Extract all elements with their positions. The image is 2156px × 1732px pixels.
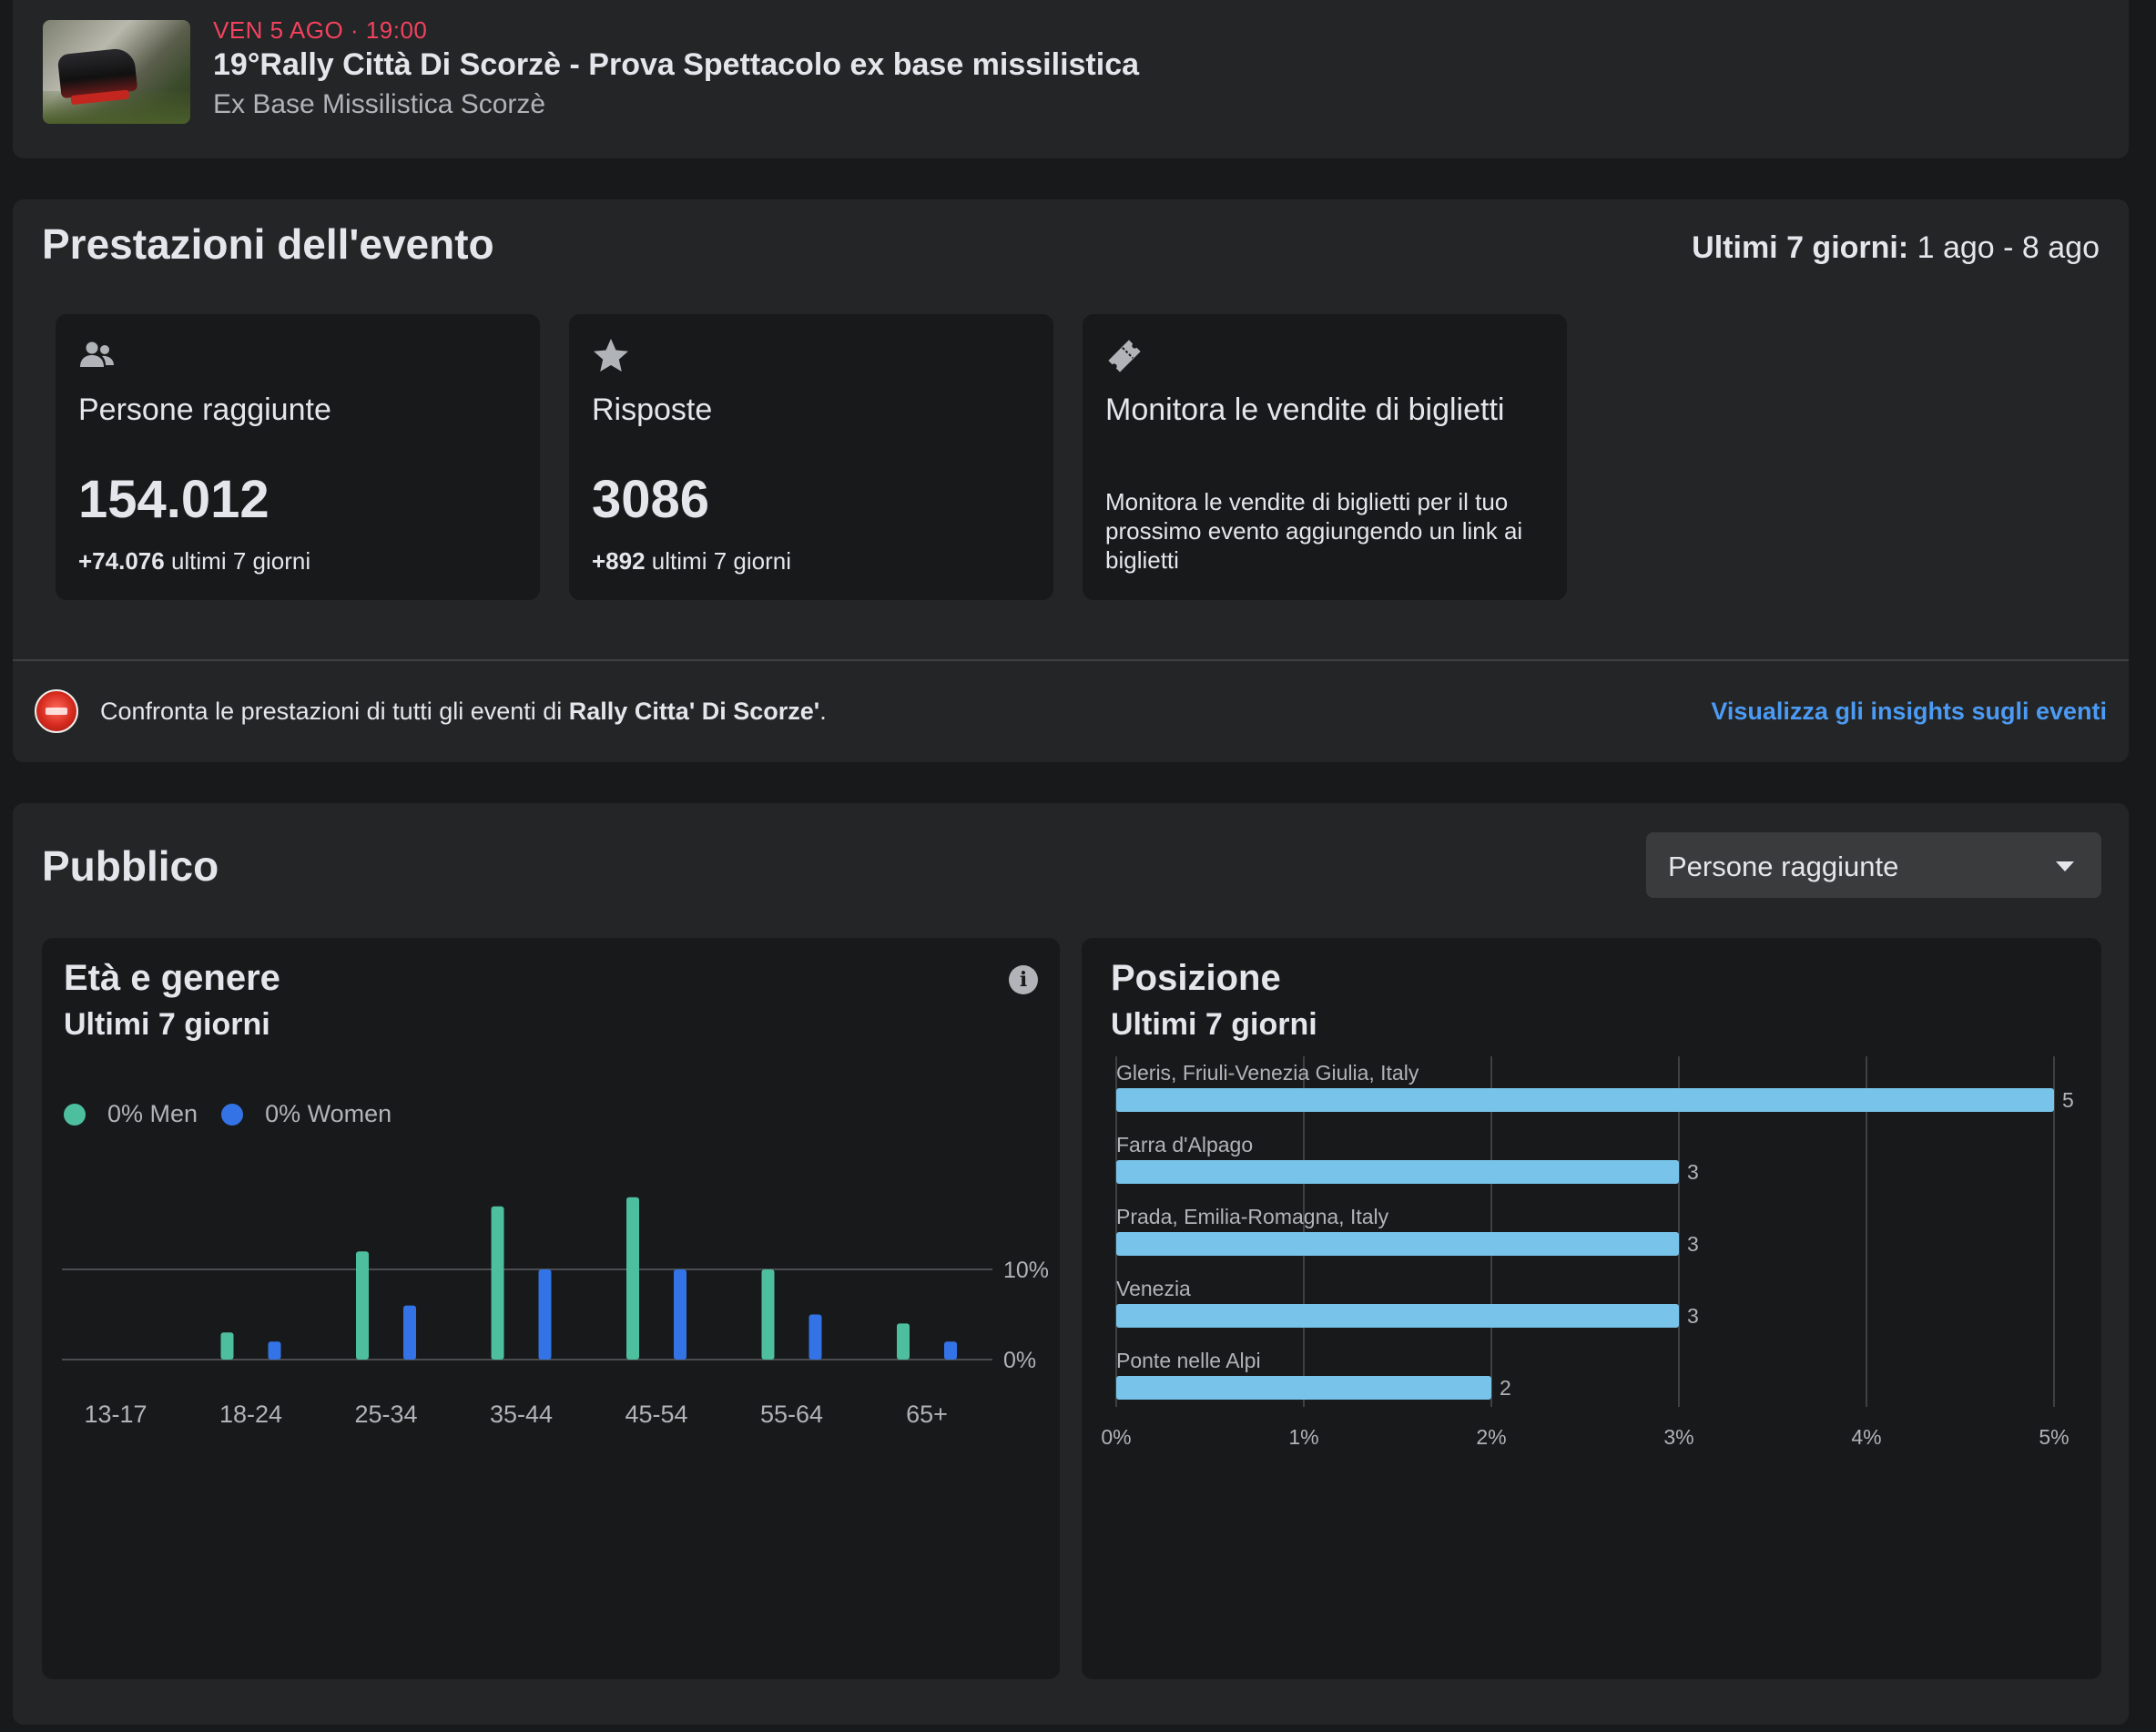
compare-text: Confronta le prestazioni di tutti gli ev…	[100, 698, 827, 726]
metric-delta-suffix: ultimi 7 giorni	[645, 547, 791, 575]
x-tick-label: 18-24	[219, 1401, 282, 1428]
metric-delta-suffix: ultimi 7 giorni	[164, 547, 311, 575]
location-label: Ponte nelle Alpi	[1116, 1349, 1261, 1372]
performance-title: Prestazioni dell'evento	[42, 220, 494, 268]
bar-women	[808, 1314, 822, 1360]
divider	[13, 659, 2129, 661]
x-tick-label: 0%	[1101, 1425, 1131, 1449]
legend-women: 0% Women	[221, 1100, 392, 1128]
metric-value: 154.012	[78, 470, 270, 529]
bar-women	[538, 1269, 552, 1360]
x-tick-label: 13-17	[84, 1401, 147, 1428]
metric-delta: +74.076 ultimi 7 giorni	[78, 547, 310, 576]
metric-label: Risposte	[592, 392, 713, 427]
metric-delta-value: +892	[592, 547, 646, 575]
compare-prefix: Confronta le prestazioni di tutti gli ev…	[100, 698, 569, 725]
location-chart: 0% 1% 2% 3% 4% 5% Gleris, Friuli-Venezia Giuli…	[1101, 1056, 2074, 1449]
bar-men	[897, 1323, 910, 1360]
y-tick-label: 0%	[1003, 1348, 1036, 1373]
event-date: VEN 5 AGO · 19:00	[213, 16, 428, 44]
location-label: Prada, Emilia-Romagna, Italy	[1116, 1205, 1389, 1228]
x-tick-label: 4%	[1851, 1425, 1881, 1449]
metric-label: Persone raggiunte	[78, 392, 331, 427]
legend-men-label: 0% Men	[107, 1100, 198, 1127]
legend-women-swatch	[221, 1103, 244, 1126]
location-bar	[1116, 1376, 1491, 1400]
compare-page-name[interactable]: Rally Citta' Di Scorze'	[568, 698, 820, 725]
location-bar	[1116, 1160, 1679, 1184]
metric-description: Monitora le vendite di biglietti per il …	[1105, 488, 1523, 574]
metric-value: 3086	[592, 470, 710, 529]
location-label: Farra d'Alpago	[1116, 1133, 1253, 1156]
ticket-icon	[1108, 340, 1141, 372]
panel-subtitle: Ultimi 7 giorni	[1111, 1007, 1317, 1042]
age-gender-panel: Età e genere Ultimi 7 giorni i 0% Men 0%…	[42, 938, 1060, 1679]
page-avatar[interactable]	[35, 689, 78, 733]
caret-down-icon	[2056, 861, 2074, 871]
rally-car-image	[56, 46, 138, 99]
event-cover-image[interactable]	[43, 20, 190, 124]
x-tick-label: 35-44	[490, 1401, 553, 1428]
view-event-insights-link[interactable]: Visualizza gli insights sugli eventi	[1711, 698, 2107, 725]
x-tick-label: 1%	[1288, 1425, 1318, 1449]
x-tick-label: 65+	[906, 1401, 948, 1428]
panel-title: Posizione	[1111, 958, 1281, 998]
location-bar	[1116, 1232, 1679, 1256]
people-icon	[80, 341, 114, 367]
legend-men-swatch	[64, 1103, 86, 1126]
metric-delta-value: +74.076	[78, 547, 165, 575]
x-tick-label: 55-64	[760, 1401, 823, 1428]
panel-subtitle: Ultimi 7 giorni	[64, 1007, 270, 1042]
bar-men	[356, 1251, 369, 1360]
data-label: 5	[2062, 1088, 2074, 1112]
metric-delta: +892 ultimi 7 giorni	[592, 547, 791, 576]
metric-label: Monitora le vendite di biglietti	[1105, 392, 1505, 427]
metric-ticket-sales[interactable]: Monitora le vendite di biglietti Monitor…	[1083, 314, 1567, 600]
bar-men	[491, 1206, 504, 1360]
x-tick-label: 5%	[2039, 1425, 2069, 1449]
audience-card: Pubblico Persone raggiunte Età e genere …	[13, 803, 2129, 1725]
legend-women-label: 0% Women	[265, 1100, 392, 1127]
data-label: 2	[1500, 1376, 1511, 1400]
metric-responses: Risposte 3086 +892 ultimi 7 giorni	[569, 314, 1053, 600]
legend-men: 0% Men	[64, 1100, 198, 1128]
bar-men	[626, 1197, 639, 1360]
date-range-label: Ultimi 7 giorni:	[1692, 230, 1909, 265]
event-title[interactable]: 19°Rally Città Di Scorzè - Prova Spettac…	[213, 47, 1140, 82]
bar-women	[268, 1341, 281, 1360]
event-performance-card: Prestazioni dell'evento Ultimi 7 giorni:…	[13, 199, 2129, 762]
bar-men	[220, 1332, 234, 1360]
location-label: Venezia	[1116, 1277, 1191, 1300]
data-label: 3	[1687, 1304, 1699, 1328]
event-place: Ex Base Missilistica Scorzè	[213, 89, 546, 119]
star-icon	[594, 339, 628, 372]
date-range-value: 1 ago - 8 ago	[1908, 230, 2100, 265]
compare-suffix: .	[819, 698, 827, 725]
x-tick-label: 3%	[1663, 1425, 1693, 1449]
data-label: 3	[1687, 1232, 1699, 1256]
x-tick-label: 2%	[1476, 1425, 1506, 1449]
metric-dropdown[interactable]: Persone raggiunte	[1646, 832, 2101, 898]
audience-title: Pubblico	[42, 842, 219, 890]
metric-people-reached: Persone raggiunte 154.012 +74.076 ultimi…	[56, 314, 540, 600]
bar-women	[944, 1341, 957, 1360]
location-bar	[1116, 1304, 1679, 1328]
age-gender-chart: 10% 0% 13-17 18-24 25-34 35-44 45-54 55-64 65+	[62, 1197, 1049, 1428]
location-panel: Posizione Ultimi 7 giorni 0% 1% 2% 3% 4% 5% Gl…	[1082, 938, 2101, 1679]
data-label: 3	[1687, 1160, 1699, 1184]
x-tick-label: 25-34	[354, 1401, 417, 1428]
location-bar	[1116, 1088, 2054, 1112]
event-header-card: VEN 5 AGO · 19:00 19°Rally Città Di Scor…	[13, 0, 2129, 158]
y-tick-label: 10%	[1003, 1258, 1049, 1283]
bar-men	[761, 1269, 775, 1360]
bar-women	[674, 1269, 686, 1360]
info-icon[interactable]: i	[1009, 965, 1038, 994]
bar-women	[403, 1305, 416, 1360]
panel-title: Età e genere	[64, 958, 280, 998]
x-tick-label: 45-54	[625, 1401, 687, 1428]
date-range: Ultimi 7 giorni: 1 ago - 8 ago	[1692, 230, 2100, 266]
dropdown-value: Persone raggiunte	[1668, 851, 1899, 882]
location-label: Gleris, Friuli-Venezia Giulia, Italy	[1116, 1061, 1419, 1085]
chart-legend: 0% Men 0% Women	[64, 1100, 415, 1128]
